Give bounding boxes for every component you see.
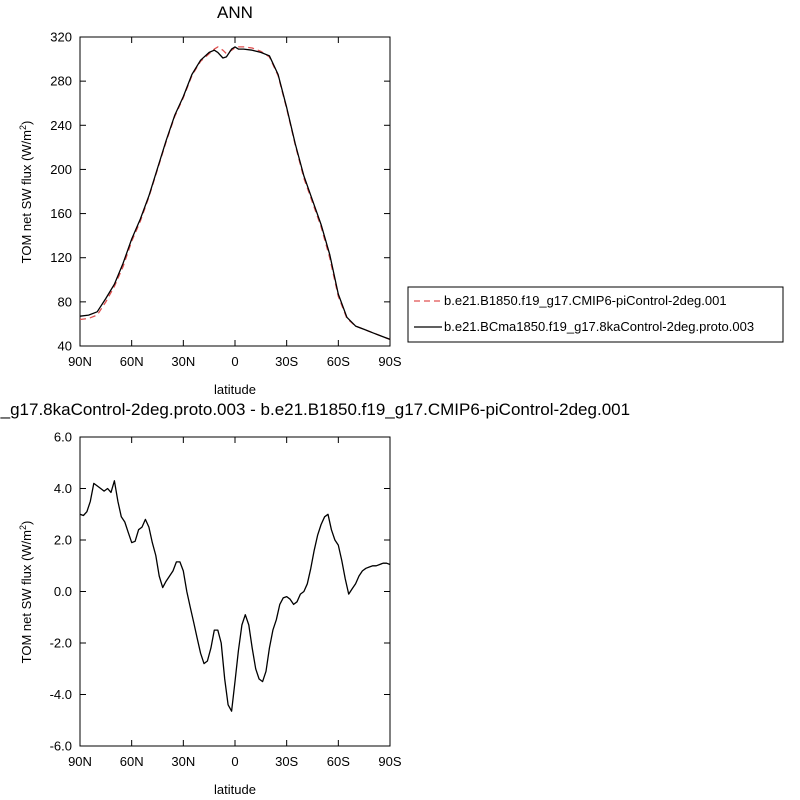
bottom-x-axis: 90N 60N 30N 0 30S 60S 90S xyxy=(68,437,402,769)
bottom-y-tick-label: 6.0 xyxy=(54,430,72,445)
top-x-tick-label: 0 xyxy=(231,354,238,369)
bottom-panel: b.e21.BCma1850.f19_g17.8kaControl-2deg.p… xyxy=(0,400,630,797)
top-y-axis-label-end: ) xyxy=(19,121,34,125)
bottom-x-tick-label: 0 xyxy=(231,754,238,769)
top-y-tick-label: 240 xyxy=(50,118,72,133)
top-series-line-1 xyxy=(79,46,391,341)
bottom-y-axis: -6.0 -4.0 -2.0 0.0 2.0 4.0 6.0 xyxy=(50,430,390,754)
bottom-x-tick-label: 30N xyxy=(171,754,195,769)
bottom-y-tick-label: -6.0 xyxy=(50,739,72,754)
bottom-x-axis-label: latitude xyxy=(214,782,256,797)
top-panel-title: ANN xyxy=(217,3,253,22)
bottom-y-axis-label: TOM net SW flux (W/m2) xyxy=(18,521,34,664)
legend: b.e21.B1850.f19_g17.CMIP6-piControl-2deg… xyxy=(407,286,784,343)
top-x-tick-label: 60S xyxy=(327,354,350,369)
bottom-x-tick-label: 90S xyxy=(378,754,401,769)
bottom-y-axis-label-end: ) xyxy=(19,521,34,525)
top-x-tick-label: 90N xyxy=(68,354,92,369)
top-panel: ANN 40 80 120 160 200 240 280 320 90N 60N 30N 0 30S… xyxy=(18,3,402,397)
bottom-y-tick-label: 0.0 xyxy=(54,584,72,599)
top-series-line-2 xyxy=(79,46,391,341)
bottom-panel-title: b.e21.BCma1850.f19_g17.8kaControl-2deg.p… xyxy=(0,400,630,419)
top-y-tick-label: 120 xyxy=(50,250,72,265)
bottom-x-tick-label: 60S xyxy=(327,754,350,769)
top-y-axis-label-sup: 2 xyxy=(18,125,28,130)
bottom-x-tick-label: 30S xyxy=(275,754,298,769)
top-x-axis-label: latitude xyxy=(214,382,256,397)
top-x-tick-label: 30N xyxy=(171,354,195,369)
legend-label-series-2: b.e21.BCma1850.f19_g17.8kaControl-2deg.p… xyxy=(444,319,754,334)
top-y-axis: 40 80 120 160 200 240 280 320 xyxy=(50,30,390,354)
legend-label-series-1: b.e21.B1850.f19_g17.CMIP6-piControl-2deg… xyxy=(444,293,727,308)
top-y-tick-label: 200 xyxy=(50,162,72,177)
bottom-x-tick-label: 60N xyxy=(120,754,144,769)
bottom-y-axis-label-sup: 2 xyxy=(18,525,28,530)
bottom-y-tick-label: 2.0 xyxy=(54,533,72,548)
top-y-tick-label: 320 xyxy=(50,30,72,45)
bottom-y-tick-label: -2.0 xyxy=(50,636,72,651)
bottom-series-lines xyxy=(79,480,391,712)
top-y-tick-label: 40 xyxy=(58,339,72,354)
top-x-axis: 90N 60N 30N 0 30S 60S 90S xyxy=(68,37,402,369)
top-y-tick-label: 80 xyxy=(58,294,72,309)
bottom-series-line-1 xyxy=(79,480,391,712)
bottom-y-axis-label-main: TOM net SW flux (W/m xyxy=(19,530,34,663)
top-x-tick-label: 60N xyxy=(120,354,144,369)
top-x-tick-label: 30S xyxy=(275,354,298,369)
top-plot-frame xyxy=(79,36,391,347)
bottom-plot-frame xyxy=(79,436,391,747)
top-y-axis-label-main: TOM net SW flux (W/m xyxy=(19,130,34,263)
bottom-x-tick-label: 90N xyxy=(68,754,92,769)
top-y-tick-label: 160 xyxy=(50,206,72,221)
bottom-y-tick-label: 4.0 xyxy=(54,481,72,496)
legend-box xyxy=(407,286,784,343)
top-y-axis-label: TOM net SW flux (W/m2) xyxy=(18,121,34,264)
top-x-tick-label: 90S xyxy=(378,354,401,369)
bottom-y-tick-label: -4.0 xyxy=(50,687,72,702)
top-series-lines xyxy=(79,46,391,341)
top-y-tick-label: 280 xyxy=(50,74,72,89)
